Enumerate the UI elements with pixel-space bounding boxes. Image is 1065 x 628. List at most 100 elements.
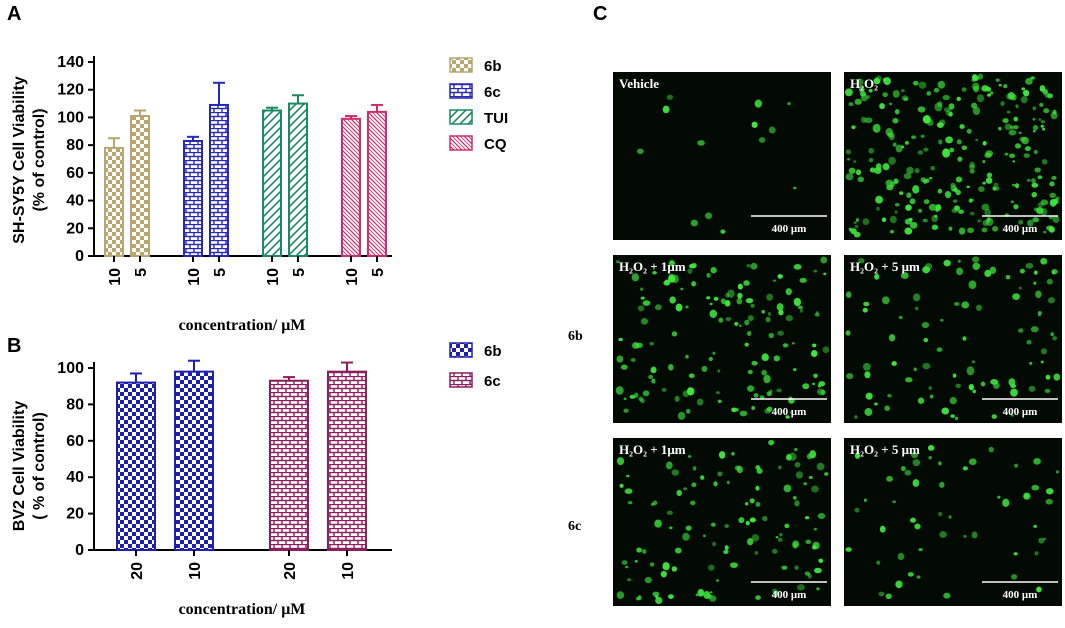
cell-mark <box>978 186 985 192</box>
micrograph-6: H₂O₂ + 5 μm 400 μm <box>844 438 1062 606</box>
chart-a-xlabel: concentration/ μM <box>179 317 306 334</box>
cell-mark <box>1044 388 1051 394</box>
cell-mark <box>642 390 650 397</box>
cell-mark <box>934 102 943 112</box>
cell-mark <box>778 309 784 316</box>
cell-mark <box>797 305 803 310</box>
scale-bar-label: 400 μm <box>772 223 807 235</box>
cell-mark <box>873 77 881 85</box>
cell-mark <box>895 580 903 589</box>
cell-mark <box>630 358 636 362</box>
cell-mark <box>938 139 943 145</box>
cell-mark <box>872 123 881 133</box>
cell-mark <box>904 140 909 145</box>
chart-b-legend-label-6c: 6c <box>484 373 501 390</box>
chart-b-bar-6b-10 <box>174 370 214 552</box>
cell-mark <box>784 523 790 529</box>
cell-mark <box>1032 106 1037 111</box>
chart-a-ylabel-line1: SH-SY5Y Cell Viability <box>11 76 28 244</box>
cell-mark <box>956 139 962 145</box>
cell-mark <box>970 211 975 216</box>
cell-mark <box>850 228 857 235</box>
cell-mark <box>864 371 871 379</box>
cell-mark <box>725 316 732 322</box>
cell-mark <box>751 534 760 542</box>
chart-b-bar-6b-20 <box>116 381 156 551</box>
cell-mark <box>938 511 943 517</box>
cell-mark <box>768 332 775 339</box>
cell-mark <box>1005 274 1011 280</box>
cell-mark <box>891 361 897 366</box>
cell-mark <box>687 268 693 274</box>
cell-mark <box>811 349 818 358</box>
cell-mark <box>1013 204 1019 210</box>
cell-mark <box>977 219 982 223</box>
chart-a-ytick-label: 40 <box>66 193 84 210</box>
cell-mark <box>985 177 993 184</box>
cell-mark <box>1004 152 1009 156</box>
cell-mark <box>917 106 926 113</box>
cell-mark <box>814 527 817 531</box>
cell-mark <box>992 226 999 232</box>
cell-mark <box>955 383 962 389</box>
cell-mark <box>1018 328 1024 333</box>
chart-a-ylabel-line2: (% of control) <box>31 108 48 211</box>
cell-mark <box>883 77 891 86</box>
cell-mark <box>977 73 984 80</box>
cell-mark <box>1006 93 1013 100</box>
cell-mark <box>1043 230 1047 234</box>
cell-mark <box>981 203 990 211</box>
cell-mark <box>864 408 873 416</box>
cell-mark <box>1034 551 1039 556</box>
cell-mark <box>690 500 696 506</box>
cell-mark <box>927 444 935 451</box>
chart-a-ytick-label: 120 <box>57 82 84 99</box>
cell-mark <box>717 399 722 404</box>
cell-mark <box>616 260 620 264</box>
cell-mark <box>692 466 697 471</box>
cell-mark <box>987 93 991 97</box>
cell-mark <box>984 208 991 217</box>
cell-mark <box>1037 175 1043 180</box>
cell-mark <box>985 150 994 157</box>
cell-mark <box>682 532 690 541</box>
cell-mark <box>765 316 771 323</box>
cell-mark <box>876 560 881 565</box>
cell-mark <box>1031 182 1039 188</box>
cell-mark <box>676 489 682 497</box>
cell-mark <box>922 218 928 223</box>
cell-mark <box>674 395 680 402</box>
cell-mark <box>966 366 975 376</box>
chart-b-xtick-label: 10 <box>340 562 357 580</box>
cell-mark <box>724 524 729 528</box>
chart-a-ytick-label: 140 <box>57 54 84 71</box>
cell-mark <box>1037 310 1042 315</box>
cell-mark <box>873 167 882 174</box>
cell-mark <box>706 272 711 278</box>
cell-mark <box>941 407 950 415</box>
cell-mark <box>889 102 893 106</box>
cell-mark <box>649 562 655 567</box>
cell-mark <box>661 387 667 392</box>
cell-mark <box>1031 484 1040 491</box>
cell-mark <box>1002 498 1010 507</box>
cell-mark <box>959 124 965 130</box>
cell-mark <box>881 217 887 222</box>
cell-mark <box>937 188 943 194</box>
cell-mark <box>889 135 895 141</box>
cell-mark <box>931 214 939 223</box>
cell-mark <box>1046 278 1053 285</box>
cell-mark <box>986 172 993 178</box>
cell-mark <box>886 184 894 191</box>
cell-mark <box>966 185 970 189</box>
cell-mark <box>1027 219 1034 227</box>
cell-mark <box>731 407 737 413</box>
cell-mark <box>1004 123 1012 131</box>
cell-mark <box>971 74 978 81</box>
micrograph-panel: 6b 6c Vehicle 400 μm H₂O₂ 400 μm H₂O₂ + 1μm 4… <box>568 72 1062 606</box>
cell-mark <box>781 565 788 570</box>
micrograph-label: H₂O₂ <box>850 76 878 91</box>
cell-mark <box>1055 196 1060 200</box>
cell-mark <box>1012 160 1016 163</box>
